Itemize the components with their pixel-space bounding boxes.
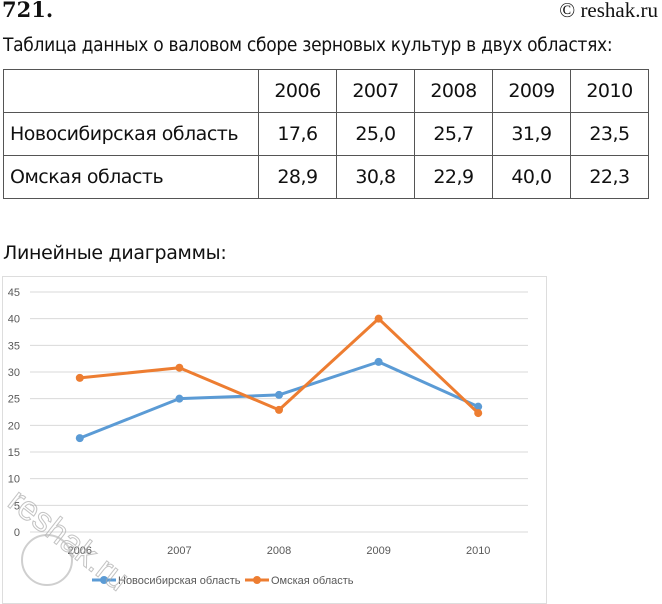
data-point [175, 394, 184, 403]
data-point [374, 357, 383, 366]
row-label: Омская область [3, 155, 259, 199]
table-cell: 22,3 [570, 155, 649, 199]
data-point [275, 405, 283, 414]
table-header-row: 2006 2007 2008 2009 2010 [3, 69, 649, 113]
y-tick-label: 15 [8, 447, 20, 459]
data-point [374, 314, 383, 323]
column-header: 2010 [570, 69, 649, 113]
data-point [275, 390, 283, 399]
data-point [474, 409, 483, 418]
series-line [79, 360, 479, 440]
y-tick-label: 40 [8, 314, 20, 326]
y-tick-label: 0 [14, 527, 20, 539]
y-tick-label: 35 [8, 340, 20, 352]
data-point [75, 434, 84, 443]
x-tick-label: 2010 [466, 545, 490, 557]
problem-number: 721. [2, 0, 54, 22]
y-tick-label: 20 [8, 420, 20, 432]
table-cell: 28,9 [258, 155, 337, 199]
y-tick-label: 30 [8, 367, 20, 379]
y-tick-label: 45 [8, 287, 20, 299]
y-tick-label: 25 [8, 394, 20, 406]
legend-label: Омская область [271, 575, 354, 587]
watermark: reshak.ru [1, 481, 136, 598]
row-label: Новосибирская область [3, 112, 259, 156]
x-tick-label: 2006 [68, 545, 92, 557]
x-tick-label: 2009 [366, 545, 390, 557]
watermark-copyright-icon [21, 534, 73, 586]
column-header: 2009 [492, 69, 571, 113]
legend-label: Новосибирская область [118, 575, 241, 587]
y-tick-label: 5 [14, 500, 20, 512]
column-header: 2008 [414, 69, 493, 113]
table-title: Таблица данных о валовом сборе зерновых … [3, 34, 613, 56]
table-row: Омская область 28,9 30,8 22,9 40,0 22,3 [3, 155, 649, 199]
table-cell: 30,8 [336, 155, 415, 199]
data-table: 2006 2007 2008 2009 2010 Новосибирская о… [3, 69, 649, 199]
table-cell: 40,0 [492, 155, 571, 199]
table-row: Новосибирская область 17,6 25,0 25,7 31,… [3, 112, 649, 156]
table-cell: 25,0 [336, 112, 415, 156]
table-cell: 25,7 [414, 112, 493, 156]
table-cell: 23,5 [570, 112, 649, 156]
x-tick-label: 2008 [267, 545, 291, 557]
x-tick-label: 2007 [167, 545, 191, 557]
data-point [75, 373, 84, 382]
table-cell: 22,9 [414, 155, 493, 199]
data-point [175, 363, 184, 372]
data-point [474, 402, 483, 411]
table-cell: 17,6 [258, 112, 337, 156]
legend-marker [253, 576, 261, 584]
y-tick-label: 10 [8, 474, 20, 486]
legend-marker [100, 576, 108, 584]
copyright: © reshak.ru [559, 0, 658, 22]
chart-heading: Линейные диаграммы: [3, 242, 227, 264]
